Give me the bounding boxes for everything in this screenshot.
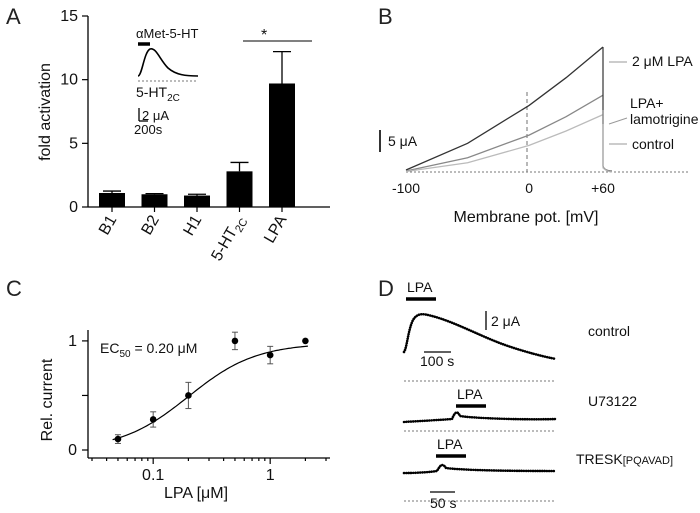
panel-c-data-point [149,416,157,423]
panel-d-trace-label-tresk: TRESK[PQAVAD] [576,451,673,467]
panel-c-x-tick-label: 0.1 [142,467,164,484]
panel-b-x-tick-label: +60 [591,180,615,196]
inset-scale-current: 2 μA [142,108,169,123]
panel-d-drug-label-u73122: LPA [457,386,483,402]
panel-c-y-tick-label: 0 [68,442,77,459]
panel-d-trace-control [402,312,558,361]
panel-letter-a: A [6,4,21,29]
panel-d-trace-u73122 [402,411,558,424]
panel-b-legend-label: control [632,136,674,152]
inset-receptor-label: 5-HT2C [136,84,180,104]
panel-c-y-tick-label: 1 [68,333,77,350]
panel-b-tail-lpa [602,47,613,172]
panel-b-legend-label: LPA+ lamotrigine [630,95,699,127]
panel-b-x-label: Membrane pot. [mV] [454,209,599,226]
panel-c-data-point [231,337,239,345]
panel-c-x-label: LPA [μM] [164,485,228,502]
panel-c-data-point [114,435,122,443]
panel-b-series-line [405,46,604,171]
panel-c-dose-response: 0 1 0.1 1 EC50 = 0.20 μM Rel. current LPA [… [39,330,330,502]
panel-c-ec50-label: EC50 = 0.20 μM [100,340,197,360]
panel-a-x-tick-label: LPA [261,212,290,246]
panel-c-data-point [185,392,192,399]
inset-drug-label: αMet-5-HT [136,26,198,41]
panel-a-y-tick-label: 10 [60,72,78,89]
panel-a-x-tick-label: 5-HT2C [208,212,250,265]
panel-d-scale-time-bottom: 50 s [430,495,456,511]
panel-b-scale-label: 5 μA [388,133,418,149]
panel-d-scale-current: 2 μA [491,313,521,329]
panel-b-tail-lamotrigine [602,110,613,172]
panel-a-bar [99,192,125,207]
panel-letter-d: D [378,276,394,301]
panel-d-trace-tresk [402,463,558,475]
panel-b-x-tick-label: -100 [392,180,420,196]
panel-c-data-point [266,351,274,359]
panel-c-fit-curve [112,345,308,441]
panel-a-y-tick-label: 5 [69,135,78,152]
panel-letter-c: C [6,276,22,301]
panel-a-x-tick-label: B1 [96,212,121,238]
inset-scale-time: 200s [134,122,163,137]
panel-d-scale-time-top: 100 s [420,353,454,369]
panel-a-bar [141,194,168,207]
panel-c-data-point [302,337,309,345]
panel-c-x-tick-label: 1 [266,467,275,484]
panel-a-y-tick-label: 15 [60,8,78,25]
panel-d-drug-label-tresk: LPA [437,436,463,452]
panel-letter-b: B [378,4,393,29]
panel-b-series-line [405,114,604,173]
panel-d-drug-label-control: LPA [407,279,433,295]
significance-star: * [261,27,267,44]
panel-d-trace-label-control: control [588,323,630,339]
panel-b-legend-label: 2 μM LPA [632,53,693,69]
panel-a-inset-trace: αMet-5-HT 5-HT2C 2 μA 200s [134,26,198,137]
panel-b-x-tick-label: 0 [525,180,533,196]
panel-d-current-traces: LPA 2 μA 100 s control LPA U73122 LPA 50… [402,279,673,511]
panel-a-bar [226,171,253,207]
panel-a-x-tick-label: H1 [181,212,206,238]
panel-a-x-tick-label: B2 [138,212,163,238]
panel-a-y-label: fold activation [37,63,54,161]
panel-a-bar [269,83,295,207]
panel-c-y-label: Rel. current [39,358,56,441]
panel-a-y-tick-label: 0 [69,199,78,216]
panel-b-legend-connector [608,117,628,125]
panel-d-trace-label-u73122: U73122 [588,393,637,409]
panel-b-series-line [405,94,604,172]
panel-a-bar [184,195,210,207]
panel-b-tail-control [602,124,613,173]
inset-current-trace [137,48,199,77]
panel-b-iv-curves: 2 μM LPA LPA+ lamotrigine control 5 μA -100… [379,46,699,226]
